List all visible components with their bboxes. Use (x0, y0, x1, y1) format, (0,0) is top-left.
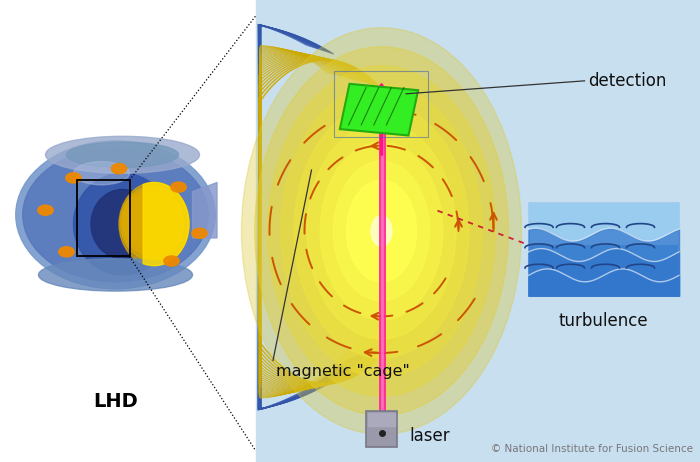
Polygon shape (193, 182, 217, 238)
Bar (368, 413, 395, 426)
Ellipse shape (38, 259, 193, 291)
Ellipse shape (38, 205, 53, 215)
Ellipse shape (111, 164, 127, 174)
FancyBboxPatch shape (366, 411, 397, 447)
Ellipse shape (125, 197, 167, 243)
Ellipse shape (255, 47, 508, 415)
Ellipse shape (321, 142, 442, 320)
Ellipse shape (294, 104, 469, 358)
Ellipse shape (16, 141, 216, 289)
Ellipse shape (281, 85, 482, 377)
Polygon shape (144, 182, 189, 266)
Text: © National Institute for Fusion Science: © National Institute for Fusion Science (491, 444, 693, 454)
Ellipse shape (346, 180, 416, 282)
Text: LHD: LHD (93, 392, 138, 412)
Ellipse shape (66, 173, 81, 183)
Ellipse shape (164, 256, 179, 266)
Text: turbulence: turbulence (559, 312, 649, 330)
Ellipse shape (192, 228, 207, 238)
Bar (528, 203, 679, 296)
Bar (256, 0, 700, 462)
Ellipse shape (46, 136, 199, 173)
Bar (528, 203, 679, 245)
Bar (340, 84, 418, 135)
Ellipse shape (267, 66, 496, 396)
Bar (77, 180, 130, 256)
Ellipse shape (74, 162, 130, 185)
Ellipse shape (241, 28, 522, 434)
Ellipse shape (123, 194, 172, 249)
Ellipse shape (66, 142, 178, 167)
Text: magnetic "cage": magnetic "cage" (276, 365, 410, 379)
Ellipse shape (122, 190, 178, 255)
Ellipse shape (120, 186, 183, 260)
Ellipse shape (307, 123, 456, 339)
Ellipse shape (59, 247, 74, 257)
Bar (334, 71, 428, 138)
Ellipse shape (91, 189, 154, 259)
Text: laser: laser (410, 427, 450, 445)
Ellipse shape (371, 216, 392, 246)
Ellipse shape (22, 148, 209, 282)
Text: detection: detection (588, 72, 666, 90)
Bar (0, 0, 256, 462)
Ellipse shape (74, 173, 172, 275)
Ellipse shape (119, 182, 189, 266)
Ellipse shape (333, 161, 430, 301)
Ellipse shape (171, 182, 186, 192)
